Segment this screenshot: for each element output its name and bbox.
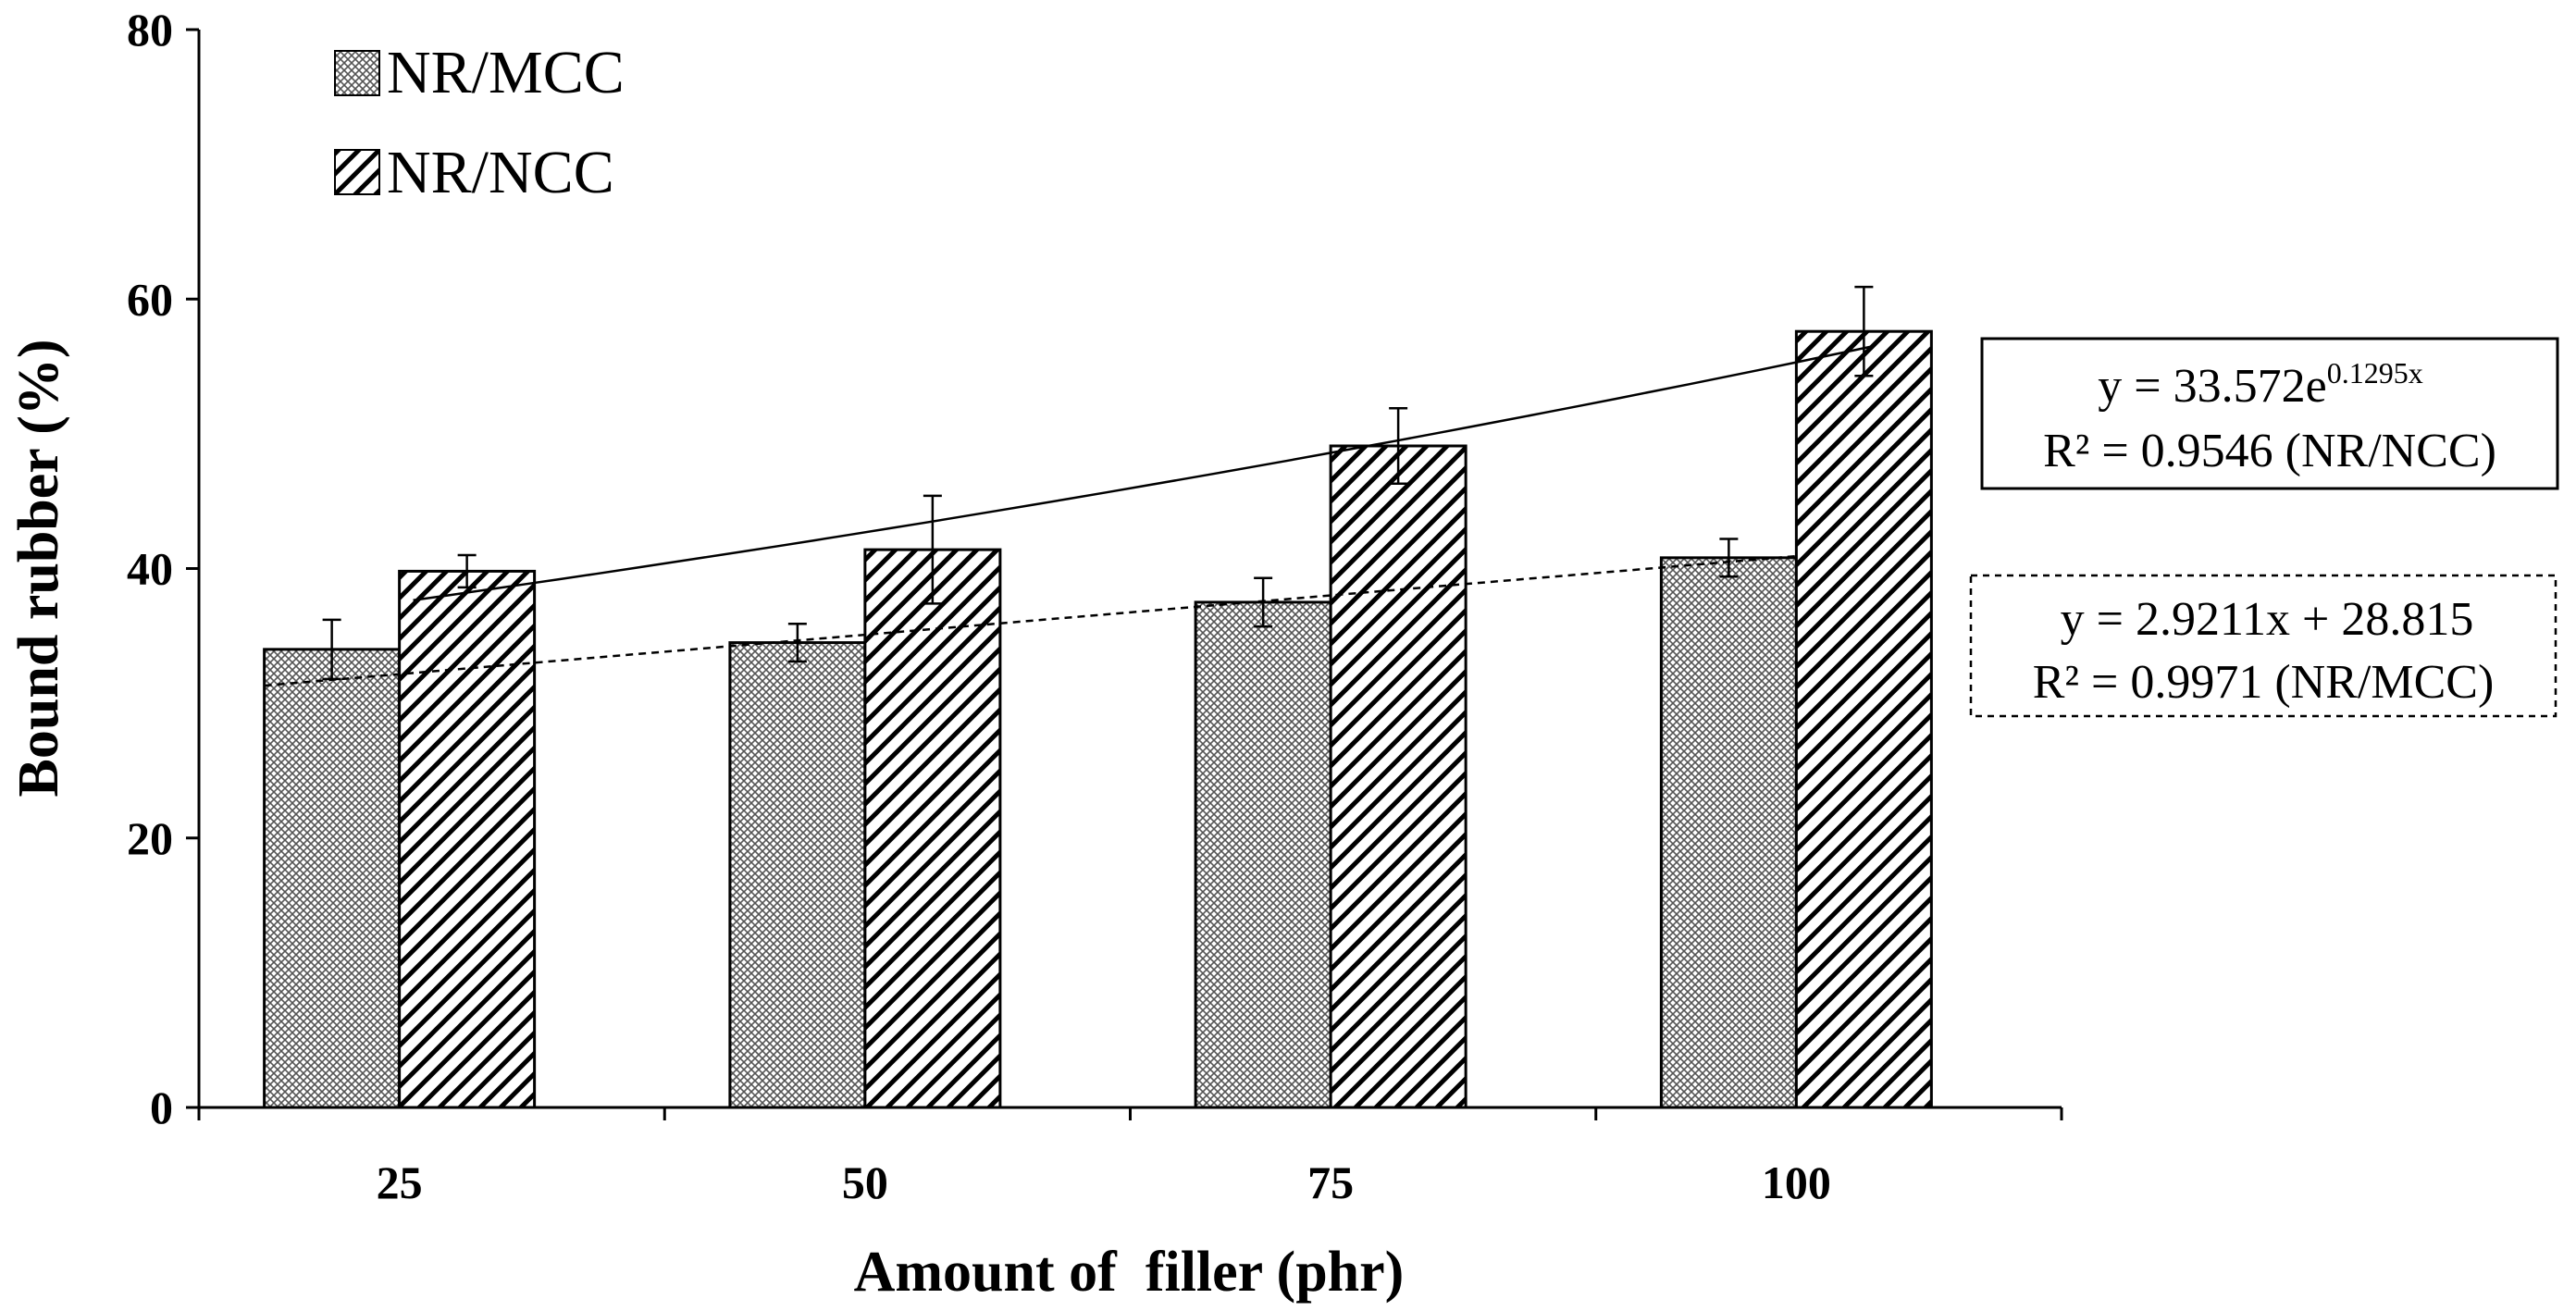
x-axis-title: Amount of filler (phr) — [854, 1241, 1405, 1304]
y-tick-label: 40 — [127, 543, 173, 595]
trendline-equation-nr-ncc: y = 33.572e0.1295x R² = 0.9546 (NR/NCC) — [1980, 337, 2559, 490]
x-ticks: 25 50 75 100 — [197, 1107, 2063, 1208]
y-tick-label: 80 — [127, 4, 173, 56]
bar-nr-ncc-50 — [863, 548, 1002, 1109]
trendlines — [264, 345, 1872, 687]
equation-box-nr-mcc — [1969, 574, 2557, 718]
x-tick-label: 100 — [1762, 1156, 1831, 1208]
error-bar-nr-mcc-100 — [1719, 538, 1739, 578]
bar-nr-ncc-75 — [1329, 444, 1468, 1109]
equation-nr-ncc: y = 33.572e0.1295x — [2098, 356, 2422, 413]
error-bar-nr-ncc-50 — [923, 494, 942, 605]
legend-swatch-nr-ncc — [334, 149, 380, 195]
trendline-nr-mcc — [264, 554, 1797, 687]
x-tick-label: 75 — [1307, 1156, 1354, 1208]
bar-nr-mcc-50 — [728, 641, 867, 1109]
bar-nr-ncc-25 — [398, 569, 537, 1109]
equation-box-nr-ncc — [1980, 337, 2559, 490]
trendline-equation-nr-mcc: y = 2.9211x + 28.815 R² = 0.9971 (NR/MCC… — [1969, 574, 2557, 718]
y-axis-title: Bound rubber (%) — [7, 340, 70, 798]
equation-nr-ncc-exponent: 0.1295x — [2327, 356, 2423, 390]
error-bars — [322, 285, 1874, 681]
error-bar-nr-mcc-25 — [322, 618, 341, 681]
bar-nr-mcc-100 — [1659, 556, 1798, 1109]
bar-nr-mcc-75 — [1194, 600, 1332, 1109]
y-tick-label: 0 — [150, 1082, 173, 1133]
bars — [263, 329, 1933, 1109]
x-tick-label: 25 — [377, 1156, 423, 1208]
legend-label-nr-ncc: NR/NCC — [387, 139, 614, 206]
bar-nr-mcc-25 — [263, 648, 402, 1109]
error-bar-nr-mcc-50 — [787, 622, 807, 663]
r-squared-nr-mcc: R² = 0.9971 (NR/MCC) — [2033, 656, 2495, 709]
legend: NR/MCC NR/NCC — [334, 39, 625, 206]
equation-nr-mcc: y = 2.9211x + 28.815 — [2061, 593, 2474, 646]
error-bar-nr-ncc-25 — [457, 553, 477, 589]
legend-label-nr-mcc: NR/MCC — [387, 39, 625, 106]
equation-nr-ncc-base: y = 33.572e — [2098, 360, 2326, 413]
x-tick-label: 50 — [842, 1156, 888, 1208]
error-bar-nr-ncc-100 — [1854, 285, 1874, 377]
r-squared-nr-ncc: R² = 0.9546 (NR/NCC) — [2043, 425, 2496, 477]
y-tick-label: 60 — [127, 273, 173, 325]
y-tick-label: 20 — [127, 812, 173, 864]
y-ticks: 0 20 40 60 80 — [127, 4, 199, 1133]
error-bar-nr-ncc-75 — [1389, 406, 1408, 486]
bar-nr-ncc-100 — [1794, 329, 1933, 1109]
error-bar-nr-mcc-75 — [1254, 576, 1273, 628]
legend-swatch-nr-mcc — [334, 50, 380, 96]
trendline-nr-ncc — [413, 345, 1872, 602]
